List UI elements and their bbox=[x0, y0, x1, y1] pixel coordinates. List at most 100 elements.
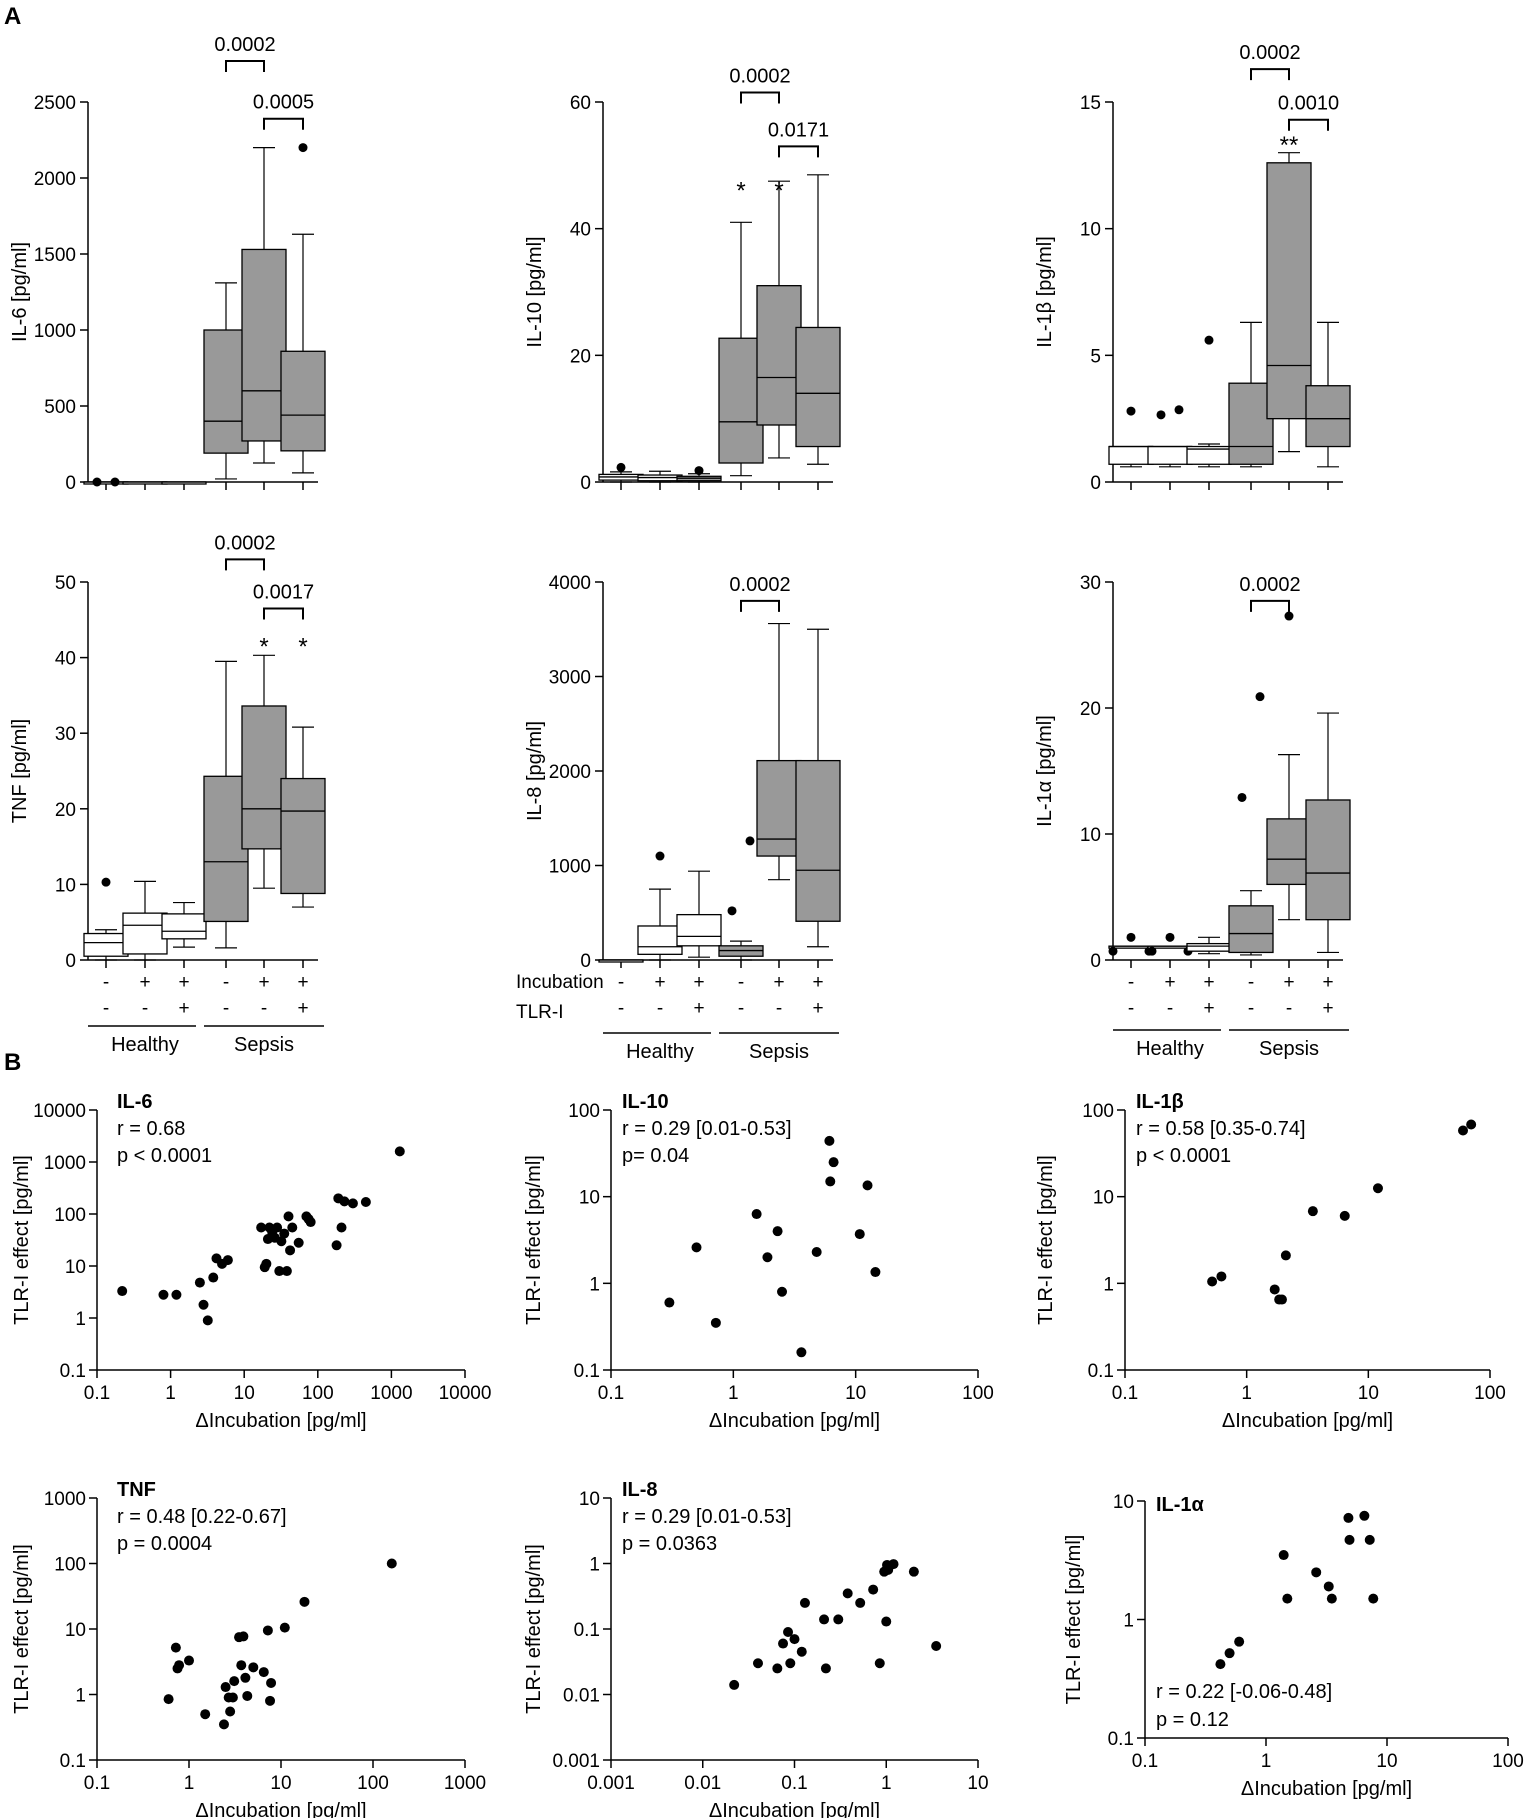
scatter-s_il10-point bbox=[811, 1246, 822, 1257]
scatter-s_il1a-point bbox=[1278, 1550, 1289, 1561]
box-tnf-group-3-box bbox=[203, 775, 249, 923]
box-tnf-group-2-box bbox=[161, 913, 207, 940]
scatter-s_il6-point bbox=[287, 1222, 298, 1233]
box-il1b-star-0: ** bbox=[1280, 132, 1299, 159]
box-il1a-bracket-label-0: 0.0002 bbox=[1239, 574, 1300, 596]
scatter-s_tnf-xtick-label: 1000 bbox=[444, 1773, 486, 1794]
box-il10-bracket-1 bbox=[778, 145, 819, 158]
box-il1a-ytick-label: 0 bbox=[1090, 951, 1101, 972]
scatter-s_il6-p-value: p < 0.0001 bbox=[117, 1145, 212, 1167]
box-il1b-bracket-0 bbox=[1250, 68, 1290, 81]
box-tnf-group-4-box bbox=[241, 705, 287, 850]
scatter-s_il1b-ytick-label: 10 bbox=[1093, 1188, 1114, 1209]
scatter-s_tnf-point bbox=[174, 1660, 185, 1671]
box-il1a-ylabel: IL-1α [pg/ml] bbox=[1034, 715, 1056, 827]
box-il8-ytick-label: 2000 bbox=[549, 762, 591, 783]
box-il1b-group-0-outlier bbox=[1126, 406, 1136, 416]
condition-row-2-incubation-sign: - bbox=[1128, 972, 1134, 993]
condition-row-0-tlri-sign: - bbox=[142, 998, 148, 1019]
box-tnf-group-1-box bbox=[122, 912, 168, 955]
box-il8-group-3-outlier bbox=[727, 906, 737, 916]
scatter-s_il6-xtick-label: 1000 bbox=[370, 1383, 412, 1404]
scatter-s_il8-p-value: p = 0.0363 bbox=[622, 1533, 717, 1555]
scatter-s_il1b-point bbox=[1466, 1119, 1477, 1130]
condition-row-1-tlri-label: TLR-I bbox=[516, 1002, 564, 1023]
scatter-s_il10-point bbox=[751, 1209, 762, 1220]
condition-row-1-incubation-sign: + bbox=[812, 972, 823, 993]
box-tnf-ytick-label: 40 bbox=[55, 649, 76, 670]
scatter-s_il8-xtick-label: 1 bbox=[881, 1773, 892, 1794]
scatter-s_il6-point bbox=[158, 1289, 169, 1300]
scatter-s_il6-r-value: r = 0.68 bbox=[117, 1118, 185, 1140]
scatter-s_tnf-point bbox=[386, 1558, 397, 1569]
scatter-s_tnf-point bbox=[299, 1596, 310, 1607]
scatter-s_tnf-point bbox=[240, 1672, 251, 1683]
scatter-s_il10-ytick-label: 1 bbox=[589, 1274, 600, 1295]
box-il1a-group-5-box bbox=[1305, 799, 1351, 921]
condition-row-1-tlri-sign: - bbox=[657, 998, 663, 1019]
box-il8-ylabel: IL-8 [pg/ml] bbox=[524, 721, 546, 821]
scatter-s_il1b-point bbox=[1269, 1284, 1280, 1295]
scatter-s_il10-point bbox=[862, 1180, 873, 1191]
scatter-s_tnf-point bbox=[248, 1662, 259, 1673]
scatter-s_tnf-ytick-label: 0.1 bbox=[60, 1751, 86, 1772]
scatter-s_il8-ytick-label: 0.01 bbox=[563, 1686, 600, 1707]
scatter-s_il1b-ytick-label: 1 bbox=[1103, 1274, 1114, 1295]
scatter-s_il8-point bbox=[931, 1641, 942, 1652]
scatter-s_il8-point bbox=[729, 1679, 740, 1690]
box-il1b-ytick-label: 5 bbox=[1090, 346, 1101, 367]
box-il1a-ytick-label: 10 bbox=[1080, 825, 1101, 846]
box-il1b-group-5-box bbox=[1305, 385, 1351, 448]
scatter-s_il1a-p-value: p = 0.12 bbox=[1156, 1709, 1229, 1731]
box-tnf-bracket-label-0: 0.0002 bbox=[214, 532, 275, 554]
scatter-s_il1a-ylabel: TLR-I effect [pg/ml] bbox=[1063, 1535, 1085, 1705]
scatter-s_tnf-ytick-label: 1 bbox=[75, 1686, 86, 1707]
box-il1b-ytick-label: 10 bbox=[1080, 220, 1101, 241]
box-il10-group-3-box bbox=[718, 337, 764, 464]
scatter-s_il1b-ytick-label: 100 bbox=[1082, 1101, 1114, 1122]
scatter-s_il1a-xtick-label: 100 bbox=[1492, 1751, 1524, 1772]
scatter-s_il8-xtick-label: 0.1 bbox=[781, 1773, 807, 1794]
scatter-s_il1b-r-value: r = 0.58 [0.35-0.74] bbox=[1136, 1118, 1306, 1140]
scatter-s_il10-ytick-label: 10 bbox=[579, 1188, 600, 1209]
scatter-s_tnf-point bbox=[220, 1682, 231, 1693]
box-il10-star-0: * bbox=[736, 178, 745, 205]
scatter-s_il1b-point bbox=[1307, 1206, 1318, 1217]
scatter-s_il1b-p-value: p < 0.0001 bbox=[1136, 1145, 1231, 1167]
box-il1b-group-0-box bbox=[1108, 445, 1154, 465]
scatter-s_il6-point bbox=[198, 1299, 209, 1310]
condition-row-0-tlri-sign: - bbox=[261, 998, 267, 1019]
scatter-s_il6-ytick-label: 10000 bbox=[33, 1101, 86, 1122]
scatter-s_il1a-point bbox=[1359, 1510, 1370, 1521]
scatter-s_il6-point bbox=[305, 1217, 316, 1228]
condition-row-2-incubation-sign: + bbox=[1164, 972, 1175, 993]
scatter-s_il6-xlabel: ΔIncubation [pg/ml] bbox=[195, 1410, 366, 1432]
box-il6-group-0-outlier bbox=[110, 477, 120, 487]
scatter-s_il8-point bbox=[799, 1597, 810, 1608]
box-il1a-group-2-box bbox=[1186, 942, 1232, 952]
condition-row-0-healthy-label: Healthy bbox=[111, 1034, 179, 1056]
box-il8-group-5-box bbox=[795, 759, 841, 922]
box-il10-group-2-outlier bbox=[694, 466, 704, 476]
scatter-s_il1b-ylabel: TLR-I effect [pg/ml] bbox=[1035, 1155, 1057, 1325]
scatter-s_tnf-point bbox=[236, 1660, 247, 1671]
scatter-s_il1b-xtick-label: 0.1 bbox=[1112, 1383, 1138, 1404]
scatter-s_tnf-xtick-label: 10 bbox=[270, 1773, 291, 1794]
scatter-s_il1b-xtick-label: 1 bbox=[1241, 1383, 1252, 1404]
scatter-s_il8-ytick-label: 1 bbox=[589, 1555, 600, 1576]
box-il1a-group-0-outlier bbox=[1126, 932, 1136, 942]
box-il10-group-5-box bbox=[795, 326, 841, 448]
scatter-s_il6-xtick-label: 10000 bbox=[439, 1383, 492, 1404]
scatter-s_il10-point bbox=[664, 1297, 675, 1308]
scatter-s_il10-point bbox=[854, 1229, 865, 1240]
panel-label-b: B bbox=[4, 1049, 21, 1076]
box-il1a-group-1-outlier bbox=[1147, 946, 1157, 956]
box-il6-bracket-0 bbox=[225, 59, 265, 72]
scatter-s_tnf-xtick-label: 0.1 bbox=[84, 1773, 110, 1794]
scatter-s_il6-ylabel: TLR-I effect [pg/ml] bbox=[11, 1155, 33, 1325]
condition-row-2-incubation-sign: + bbox=[1283, 972, 1294, 993]
box-tnf-bracket-label-1: 0.0017 bbox=[253, 581, 314, 603]
box-il10-star-1: * bbox=[774, 178, 783, 205]
